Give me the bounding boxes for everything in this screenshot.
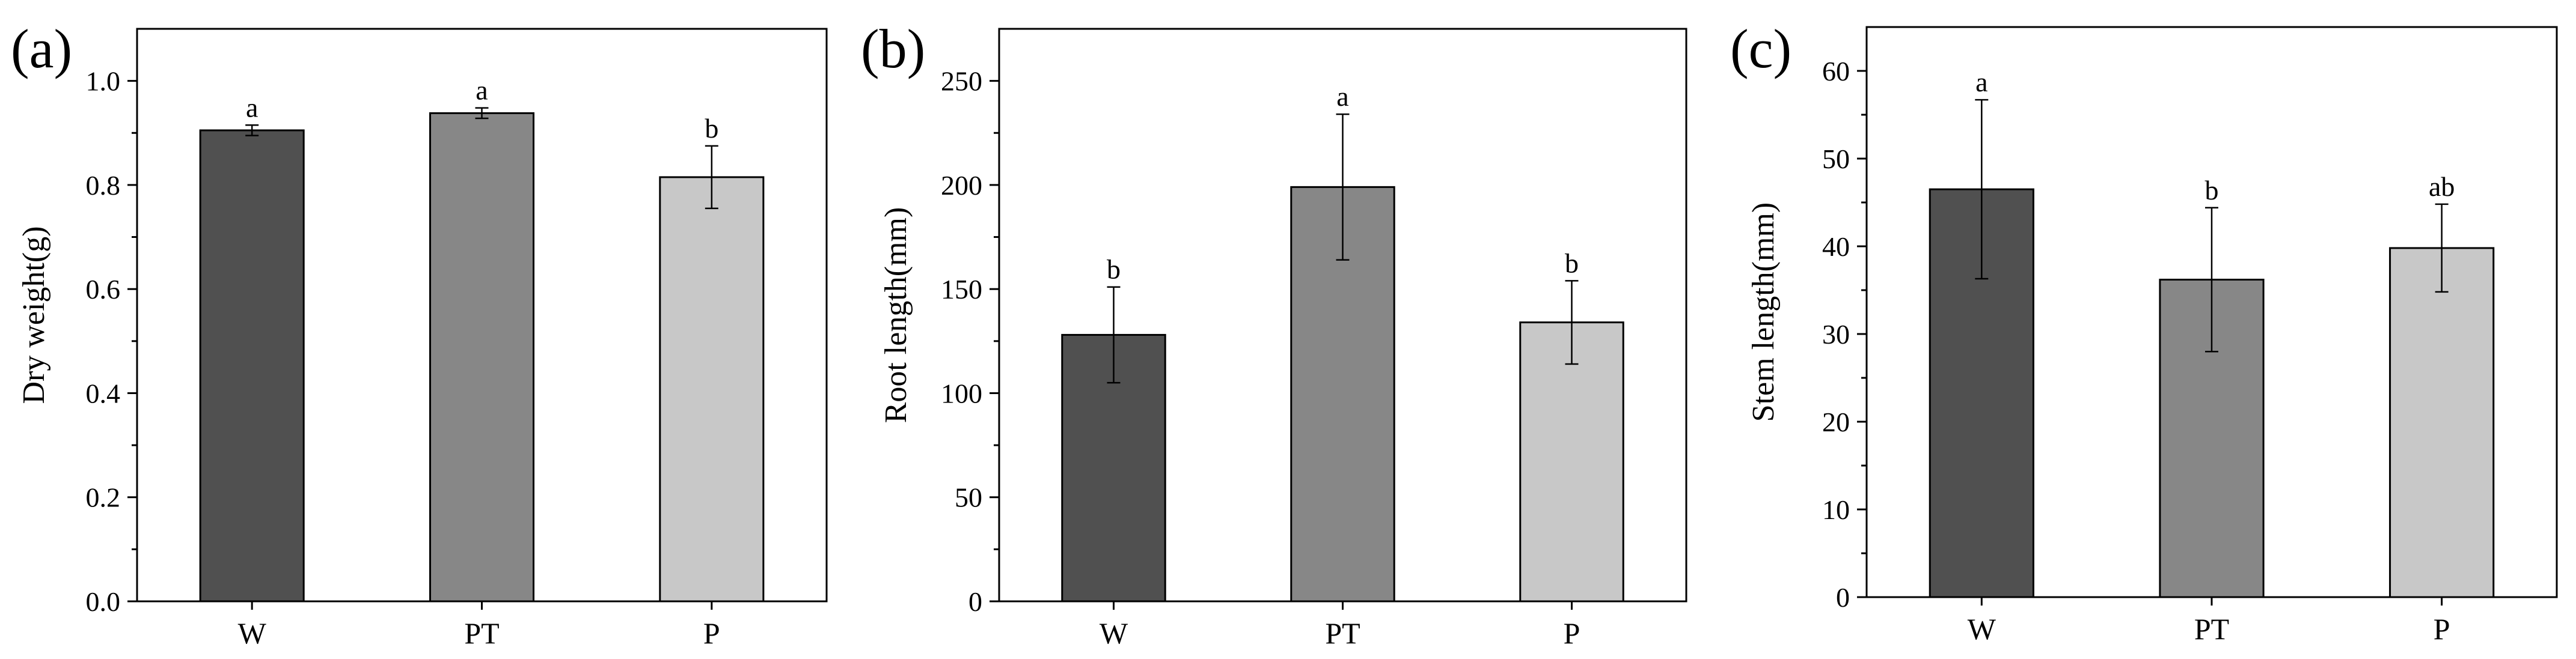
significance-letter: a <box>1336 81 1348 112</box>
y-tick-label: 0.4 <box>86 378 121 408</box>
x-tick-label: W <box>238 616 267 650</box>
panel-3: (c) a Wb PT ab P 0 10 20 30 40 50 60 Stem length(mm) <box>1730 18 2558 646</box>
y-tick-label: 1.0 <box>86 66 121 97</box>
significance-letter: b <box>1565 248 1579 278</box>
x-tick-label: PT <box>2194 612 2229 646</box>
y-tick-label: 0.6 <box>86 274 121 305</box>
bar-p <box>659 176 765 603</box>
y-tick-label: 40 <box>1822 231 1850 262</box>
x-tick-label: PT <box>464 616 499 650</box>
y-tick-label: 100 <box>941 378 982 408</box>
significance-letter: b <box>1107 254 1121 285</box>
y-tick-label: 0 <box>968 586 982 617</box>
y-tick-label: 30 <box>1822 319 1850 350</box>
y-tick-label: 250 <box>941 66 982 97</box>
y-tick-label: 20 <box>1822 407 1850 437</box>
y-tick-label: 150 <box>941 274 982 305</box>
y-tick-label: 0 <box>1836 582 1850 613</box>
plot-frame <box>1865 26 2558 598</box>
y-tick-label: 50 <box>1822 144 1850 174</box>
y-tick-label: 0.8 <box>86 170 121 201</box>
y-axis-label: Stem length(mm) <box>1746 202 1781 422</box>
bar-w <box>199 129 305 603</box>
x-tick-label: P <box>2434 612 2450 646</box>
x-tick-label: PT <box>1325 616 1360 650</box>
panel-label: (a) <box>11 18 72 79</box>
y-tick-label: 60 <box>1822 56 1850 87</box>
significance-letter: b <box>705 113 718 144</box>
panel-label: (b) <box>861 18 925 79</box>
y-axis-label: Root length(mm) <box>879 207 913 424</box>
panel-1: (a) a Wa PT b P 0.0 0.2 0.4 0.6 0.8 1.0 Dry weight(g… <box>11 18 828 650</box>
significance-letter: a <box>476 75 488 106</box>
significance-letter: a <box>246 92 258 123</box>
significance-letter: a <box>1975 67 1987 97</box>
x-tick-label: W <box>1100 616 1128 650</box>
panel-label: (c) <box>1730 18 1791 79</box>
bar-p <box>2389 247 2495 598</box>
y-tick-label: 10 <box>1822 494 1850 525</box>
significance-letter: b <box>2205 175 2219 205</box>
y-tick-label: 0.0 <box>86 586 121 617</box>
panel-2: (b) b Wa PT b P 0 50 100 150 200 250 Root length(mm) <box>861 18 1687 650</box>
plot-frame <box>998 28 1687 603</box>
y-axis-label: Dry weight(g) <box>17 226 51 404</box>
y-tick-label: 50 <box>955 482 982 513</box>
plot-frame <box>136 28 828 603</box>
y-tick-label: 0.2 <box>86 482 121 513</box>
x-tick-label: P <box>1564 616 1580 650</box>
bar-pt <box>429 112 535 603</box>
y-tick-label: 200 <box>941 170 982 201</box>
x-tick-label: P <box>703 616 720 650</box>
x-tick-label: W <box>1968 612 1996 646</box>
significance-letter: ab <box>2429 171 2455 202</box>
